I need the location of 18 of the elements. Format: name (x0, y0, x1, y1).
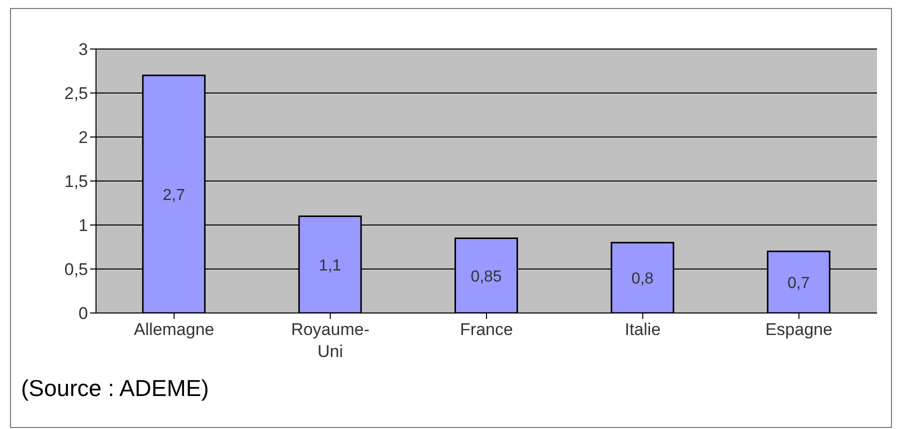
y-tick-label: 0 (78, 304, 88, 324)
x-tick-label: Italie (624, 320, 661, 339)
x-tick-label: Royaume-Uni (291, 320, 370, 361)
y-tick-label: 3 (78, 40, 88, 60)
data-label: 2,7 (162, 186, 186, 204)
data-label: 1,1 (318, 257, 342, 274)
x-tick-label: Espagne (765, 320, 832, 339)
x-tick-label: Allemagne (134, 320, 214, 339)
y-tick-label: 0,5 (64, 260, 88, 280)
data-label: 0,7 (788, 274, 810, 292)
y-tick-label: 1,5 (64, 172, 88, 192)
x-tick-label: France (460, 320, 513, 339)
y-tick-label: 2 (78, 128, 88, 148)
data-label: 0,85 (470, 268, 502, 286)
y-tick-label: 2,5 (64, 84, 88, 104)
text: (Source : ADEME) (21, 375, 209, 402)
data-label: 0,8 (631, 270, 654, 288)
y-tick-label: 1 (78, 216, 88, 236)
